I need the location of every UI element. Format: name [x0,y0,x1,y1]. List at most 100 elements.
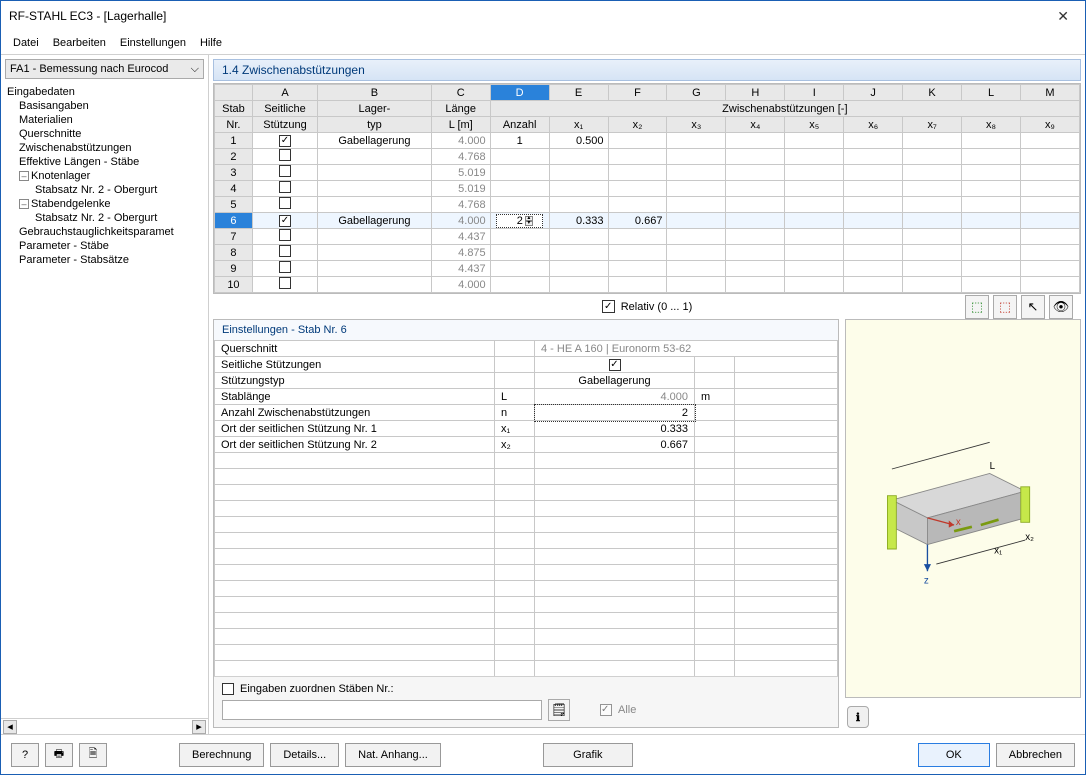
cell-x[interactable] [608,181,667,197]
cell-lagertyp[interactable]: Gabellagerung [318,213,432,229]
tree-item[interactable]: Parameter - Stabsätze [5,253,204,267]
cell-x[interactable] [726,165,785,181]
cell-x[interactable] [844,277,903,293]
cell-x[interactable] [785,229,844,245]
tree-item[interactable]: –Knotenlager [5,169,204,183]
cell-anzahl[interactable] [490,261,549,277]
cell-x[interactable] [785,277,844,293]
cell-x[interactable] [549,165,608,181]
prop-checkbox[interactable] [609,359,621,371]
export-button[interactable]: 🗎 [79,743,107,767]
seitliche-checkbox[interactable] [279,215,291,227]
cell-x[interactable] [785,245,844,261]
col-letter[interactable]: M [1020,85,1079,101]
assign-checkbox[interactable] [222,683,234,695]
cell-x[interactable] [785,213,844,229]
cell-lagertyp[interactable] [318,197,432,213]
cell-x[interactable] [667,229,726,245]
seitliche-checkbox[interactable] [279,181,291,193]
tree-expander-icon[interactable]: – [19,199,29,209]
cell-x[interactable] [903,261,962,277]
cell-x[interactable] [667,261,726,277]
menu-bearbeiten[interactable]: Bearbeiten [53,37,106,49]
cell-lagertyp[interactable] [318,277,432,293]
cell-x[interactable] [903,197,962,213]
cell-x[interactable] [549,197,608,213]
info-icon[interactable]: ℹ [847,706,869,728]
pick-icon[interactable]: ↖ [1021,295,1045,319]
seitliche-checkbox[interactable] [279,277,291,289]
cell-x[interactable] [1020,165,1079,181]
cell-x[interactable] [726,181,785,197]
seitliche-checkbox[interactable] [279,229,291,241]
cell-x[interactable] [844,149,903,165]
row-header[interactable]: 5 [215,197,253,213]
cell-x[interactable] [962,165,1021,181]
cell-lagertyp[interactable] [318,149,432,165]
cell-x[interactable] [667,181,726,197]
excel-import-icon[interactable]: ⬚ [993,295,1017,319]
row-header[interactable]: 8 [215,245,253,261]
cell-x[interactable] [785,133,844,149]
cell-x[interactable] [1020,149,1079,165]
cell-x[interactable] [962,229,1021,245]
cell-lagertyp[interactable] [318,245,432,261]
col-letter[interactable]: G [667,85,726,101]
cell-x[interactable] [844,261,903,277]
cell-x[interactable] [608,261,667,277]
cell-x[interactable] [844,213,903,229]
abbrechen-button[interactable]: Abbrechen [996,743,1075,767]
cell-x[interactable] [726,229,785,245]
tree-item[interactable]: Zwischenabstützungen [5,141,204,155]
seitliche-checkbox[interactable] [279,165,291,177]
cell-x[interactable] [726,197,785,213]
prop-value[interactable]: 2 [535,405,695,421]
cell-x[interactable] [785,181,844,197]
cell-x[interactable] [903,245,962,261]
row-header[interactable]: 1 [215,133,253,149]
scroll-left-icon[interactable]: ◂ [3,720,17,734]
col-letter[interactable]: K [903,85,962,101]
cell-anzahl[interactable] [490,165,549,181]
alle-checkbox[interactable]: ✓ [600,704,612,716]
prop-value[interactable] [535,357,695,373]
cell-lagertyp[interactable] [318,181,432,197]
sidebar-scrollbar[interactable]: ◂ ▸ [1,718,208,734]
prop-value[interactable]: 4.000 [535,389,695,405]
tree-item[interactable]: Effektive Längen - Stäbe [5,155,204,169]
cell-x[interactable] [549,245,608,261]
tree-item[interactable]: Stabsatz Nr. 2 - Obergurt [5,211,204,225]
cell-x[interactable] [785,261,844,277]
row-header[interactable]: 3 [215,165,253,181]
cell-x[interactable] [844,181,903,197]
seitliche-checkbox[interactable] [279,261,291,273]
cell-x[interactable] [844,197,903,213]
tree-item[interactable]: Basisangaben [5,99,204,113]
prop-value[interactable]: 0.667 [535,437,695,453]
cell-x[interactable] [667,165,726,181]
cell-lagertyp[interactable] [318,229,432,245]
cell-x[interactable] [903,277,962,293]
cell-x[interactable] [962,133,1021,149]
tree-item[interactable]: Gebrauchstauglichkeitsparamet [5,225,204,239]
anzahl-input[interactable] [499,215,523,227]
cell-x[interactable] [785,165,844,181]
spinner-down-icon[interactable]: ▾ [525,221,533,226]
ok-button[interactable]: OK [918,743,990,767]
cell-x[interactable] [785,149,844,165]
cell-x[interactable] [726,213,785,229]
cell-x[interactable] [1020,245,1079,261]
cell-x[interactable] [726,149,785,165]
details-button[interactable]: Details... [270,743,339,767]
cell-x[interactable] [1020,213,1079,229]
view-icon[interactable]: 👁 [1049,295,1073,319]
row-header[interactable]: 2 [215,149,253,165]
cell-anzahl[interactable] [490,181,549,197]
row-header[interactable]: 7 [215,229,253,245]
cell-x[interactable] [1020,181,1079,197]
cell-lagertyp[interactable] [318,261,432,277]
cell-x[interactable] [962,181,1021,197]
cell-x[interactable] [726,245,785,261]
cell-x[interactable] [667,149,726,165]
cell-x[interactable] [608,245,667,261]
